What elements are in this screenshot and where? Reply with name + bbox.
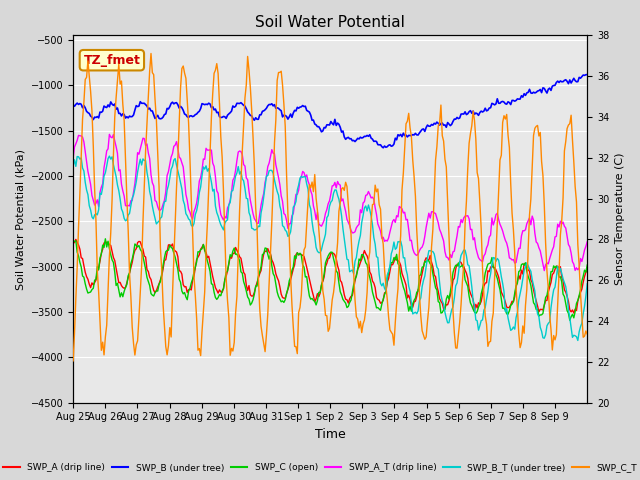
Y-axis label: Soil Water Potential (kPa): Soil Water Potential (kPa) xyxy=(15,148,25,289)
X-axis label: Time: Time xyxy=(315,428,346,441)
Y-axis label: Sensor Temperature (C): Sensor Temperature (C) xyxy=(615,153,625,285)
Legend: SWP_A (drip line), SWP_B (under tree), SWP_C (open), SWP_A_T (drip line), SWP_B_: SWP_A (drip line), SWP_B (under tree), S… xyxy=(0,459,640,476)
Text: TZ_fmet: TZ_fmet xyxy=(83,54,140,67)
Title: Soil Water Potential: Soil Water Potential xyxy=(255,15,405,30)
